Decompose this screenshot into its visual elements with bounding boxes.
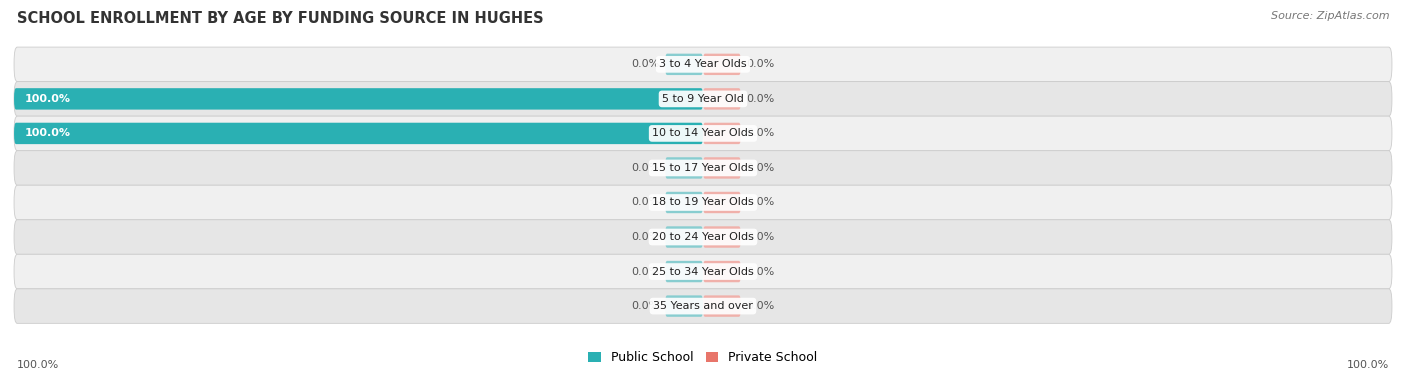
FancyBboxPatch shape	[703, 261, 741, 282]
FancyBboxPatch shape	[14, 254, 1392, 289]
Text: 18 to 19 Year Olds: 18 to 19 Year Olds	[652, 197, 754, 208]
FancyBboxPatch shape	[665, 226, 703, 248]
Text: 100.0%: 100.0%	[24, 94, 70, 104]
Text: 0.0%: 0.0%	[747, 266, 775, 277]
Text: 0.0%: 0.0%	[747, 163, 775, 173]
FancyBboxPatch shape	[14, 123, 703, 144]
FancyBboxPatch shape	[665, 192, 703, 213]
FancyBboxPatch shape	[665, 261, 703, 282]
Text: 0.0%: 0.0%	[747, 59, 775, 69]
Text: 15 to 17 Year Olds: 15 to 17 Year Olds	[652, 163, 754, 173]
Text: 0.0%: 0.0%	[747, 94, 775, 104]
FancyBboxPatch shape	[14, 82, 1392, 116]
FancyBboxPatch shape	[14, 220, 1392, 254]
FancyBboxPatch shape	[703, 226, 741, 248]
FancyBboxPatch shape	[14, 47, 1392, 82]
Text: 100.0%: 100.0%	[24, 129, 70, 138]
Text: 0.0%: 0.0%	[747, 129, 775, 138]
Text: 100.0%: 100.0%	[1347, 361, 1389, 370]
Text: Source: ZipAtlas.com: Source: ZipAtlas.com	[1271, 11, 1389, 21]
Text: 0.0%: 0.0%	[631, 301, 659, 311]
FancyBboxPatch shape	[703, 88, 741, 110]
Text: 0.0%: 0.0%	[747, 232, 775, 242]
Legend: Public School, Private School: Public School, Private School	[583, 346, 823, 369]
Text: 5 to 9 Year Old: 5 to 9 Year Old	[662, 94, 744, 104]
FancyBboxPatch shape	[703, 295, 741, 317]
FancyBboxPatch shape	[703, 54, 741, 75]
Text: 0.0%: 0.0%	[747, 197, 775, 208]
FancyBboxPatch shape	[703, 192, 741, 213]
Text: 0.0%: 0.0%	[631, 197, 659, 208]
Text: 25 to 34 Year Olds: 25 to 34 Year Olds	[652, 266, 754, 277]
FancyBboxPatch shape	[14, 289, 1392, 323]
FancyBboxPatch shape	[665, 295, 703, 317]
Text: 3 to 4 Year Olds: 3 to 4 Year Olds	[659, 59, 747, 69]
Text: 20 to 24 Year Olds: 20 to 24 Year Olds	[652, 232, 754, 242]
FancyBboxPatch shape	[665, 157, 703, 179]
Text: 0.0%: 0.0%	[631, 232, 659, 242]
FancyBboxPatch shape	[14, 88, 703, 110]
Text: 0.0%: 0.0%	[631, 266, 659, 277]
Text: 0.0%: 0.0%	[631, 163, 659, 173]
FancyBboxPatch shape	[14, 151, 1392, 185]
Text: 35 Years and over: 35 Years and over	[652, 301, 754, 311]
FancyBboxPatch shape	[703, 157, 741, 179]
Text: 0.0%: 0.0%	[631, 59, 659, 69]
Text: 0.0%: 0.0%	[747, 301, 775, 311]
Text: SCHOOL ENROLLMENT BY AGE BY FUNDING SOURCE IN HUGHES: SCHOOL ENROLLMENT BY AGE BY FUNDING SOUR…	[17, 11, 544, 26]
Text: 100.0%: 100.0%	[17, 361, 59, 370]
Text: 10 to 14 Year Olds: 10 to 14 Year Olds	[652, 129, 754, 138]
FancyBboxPatch shape	[665, 54, 703, 75]
FancyBboxPatch shape	[14, 116, 1392, 151]
FancyBboxPatch shape	[14, 185, 1392, 220]
FancyBboxPatch shape	[703, 123, 741, 144]
